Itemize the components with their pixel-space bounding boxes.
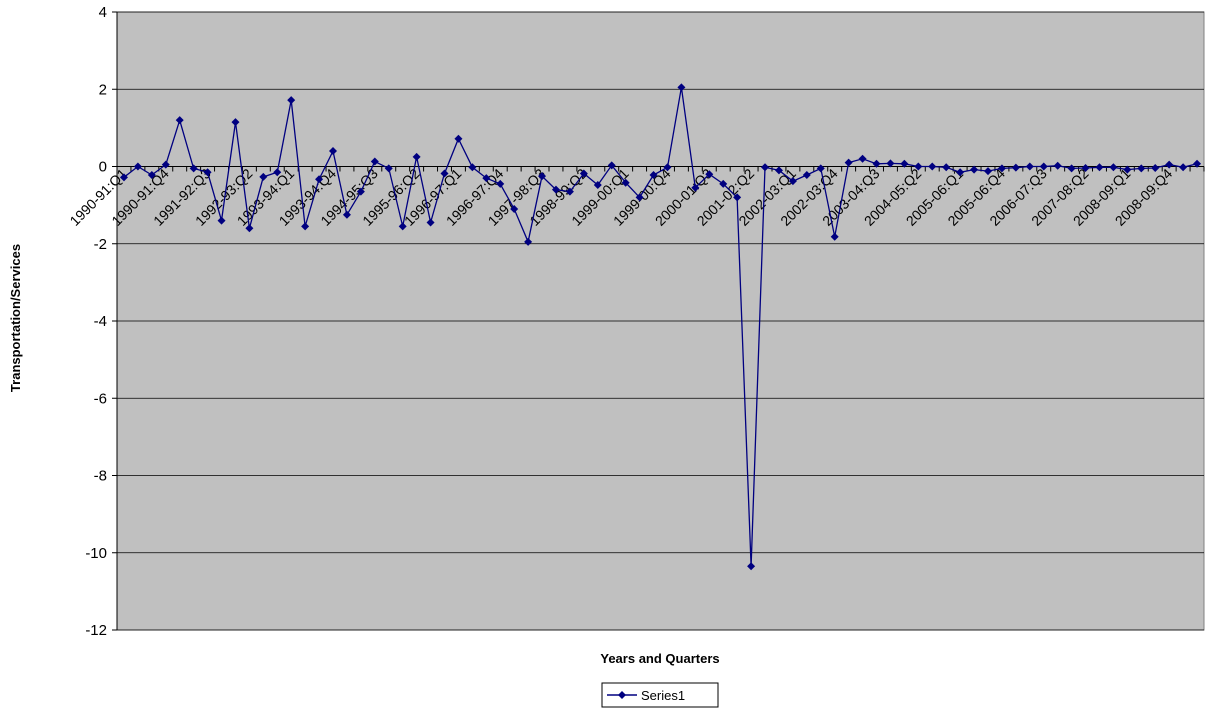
y-tick-label: -4 xyxy=(94,313,107,330)
series1-point xyxy=(133,162,142,171)
series1-point xyxy=(412,152,421,161)
series1-point xyxy=(1011,163,1020,172)
series1-point xyxy=(747,562,756,571)
y-tick-label: 2 xyxy=(99,81,107,98)
series1-point xyxy=(551,185,560,194)
series1-point xyxy=(607,161,616,170)
series1-point xyxy=(997,164,1006,173)
series1-point xyxy=(1151,164,1160,173)
series1-point xyxy=(579,169,588,178)
legend-marker-icon xyxy=(618,691,626,699)
series1-point xyxy=(259,172,268,181)
series1-point xyxy=(398,222,407,231)
series1-point xyxy=(273,168,282,177)
series1-point xyxy=(231,118,240,127)
series1-point xyxy=(1067,164,1076,173)
series1-point xyxy=(565,187,574,196)
series1-point xyxy=(1053,161,1062,170)
series1-point xyxy=(496,179,505,188)
series-group xyxy=(119,83,1202,571)
series1-point xyxy=(1025,162,1034,171)
series1-point xyxy=(1095,163,1104,172)
series1-point xyxy=(1109,163,1118,172)
series1-point xyxy=(956,168,965,177)
series1-point xyxy=(928,162,937,171)
series1-point xyxy=(384,164,393,173)
x-axis-title: Years and Quarters xyxy=(600,651,719,666)
series1-point xyxy=(691,183,700,192)
legend-label-series1: Series1 xyxy=(641,688,685,703)
series1-point xyxy=(900,159,909,168)
series1-point xyxy=(426,218,435,227)
series1-point xyxy=(1123,165,1132,174)
series1-point xyxy=(356,187,365,196)
series1-point xyxy=(914,162,923,171)
series1-point xyxy=(301,222,310,231)
series1-point xyxy=(1165,160,1174,169)
y-tick-label: 4 xyxy=(99,4,107,21)
series1-point xyxy=(1179,163,1188,172)
series1-point xyxy=(315,175,324,184)
series1-point xyxy=(1081,164,1090,173)
y-axis-title: Transportation/Services xyxy=(8,244,23,392)
series1-point xyxy=(942,163,951,172)
series1-point xyxy=(147,170,156,179)
series1-point xyxy=(175,116,184,125)
series1-point xyxy=(1193,159,1202,168)
series1-point xyxy=(370,157,379,166)
y-tick-label: -12 xyxy=(85,622,107,639)
y-tick-label: -8 xyxy=(94,468,107,485)
series1-point xyxy=(245,224,254,233)
y-tick-label: 0 xyxy=(99,159,107,176)
series1-point xyxy=(1137,164,1146,173)
series1-point xyxy=(538,172,547,181)
series1-point xyxy=(524,237,533,246)
series1-point xyxy=(635,193,644,202)
series1-point xyxy=(858,154,867,163)
series1-point xyxy=(217,216,226,225)
series1-point xyxy=(468,163,477,172)
series1-point xyxy=(593,181,602,190)
y-tick-label: -2 xyxy=(94,236,107,253)
y-tick-label: -10 xyxy=(85,545,107,562)
series1-point xyxy=(649,170,658,179)
series1-point xyxy=(802,170,811,179)
series1-point xyxy=(830,232,839,241)
series1-point xyxy=(440,169,449,178)
series1-point xyxy=(844,158,853,167)
legend-box xyxy=(601,682,719,708)
series1-point xyxy=(733,193,742,202)
series1-point xyxy=(189,164,198,173)
series1-point xyxy=(663,163,672,172)
series1-point xyxy=(454,134,463,143)
series1-point xyxy=(482,174,491,183)
series1-point xyxy=(983,167,992,176)
y-tick-label: -6 xyxy=(94,390,107,407)
series1-point xyxy=(761,163,770,172)
series1-point xyxy=(872,159,881,168)
series1-point xyxy=(677,83,686,92)
series1-point xyxy=(119,173,128,182)
series1-point xyxy=(886,159,895,168)
plot-area-group xyxy=(112,11,1205,631)
series1-point xyxy=(774,166,783,175)
series1-point xyxy=(705,170,714,179)
legend: Series1 xyxy=(601,682,719,708)
series1-point xyxy=(203,168,212,177)
series1-point xyxy=(287,96,296,105)
series1-point xyxy=(621,178,630,187)
series1-point xyxy=(816,164,825,173)
series1-point xyxy=(788,177,797,186)
series1-point xyxy=(970,165,979,174)
series1-point xyxy=(719,179,728,188)
series1-point xyxy=(342,210,351,219)
series1-point xyxy=(1039,162,1048,171)
series1-point xyxy=(510,204,519,213)
series1-point xyxy=(161,160,170,169)
series1-point xyxy=(329,147,338,156)
